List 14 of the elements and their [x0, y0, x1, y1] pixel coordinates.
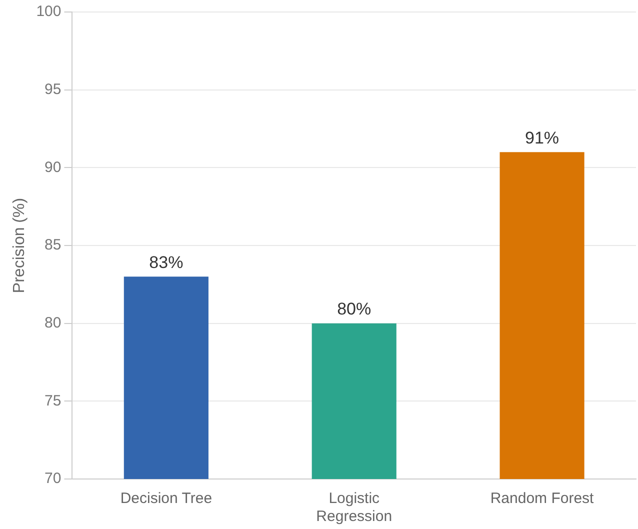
- y-tick-label: 95: [44, 80, 62, 98]
- y-tick-label: 90: [44, 158, 62, 176]
- y-axis-title: Precision (%): [11, 198, 28, 294]
- y-tick-label: 85: [44, 236, 62, 254]
- y-tick-label: 100: [36, 3, 62, 20]
- x-tick-label: Random Forest: [490, 490, 595, 508]
- data-label: 91%: [525, 128, 560, 148]
- x-tick-label: Logistic Regression: [316, 490, 392, 526]
- y-tick-label: 70: [44, 470, 62, 488]
- y-tick-label: 75: [44, 392, 62, 410]
- data-label: 80%: [337, 300, 372, 319]
- y-tick-label: 80: [44, 314, 62, 332]
- x-tick-label: Decision Tree: [120, 490, 212, 508]
- data-label: 83%: [149, 252, 184, 272]
